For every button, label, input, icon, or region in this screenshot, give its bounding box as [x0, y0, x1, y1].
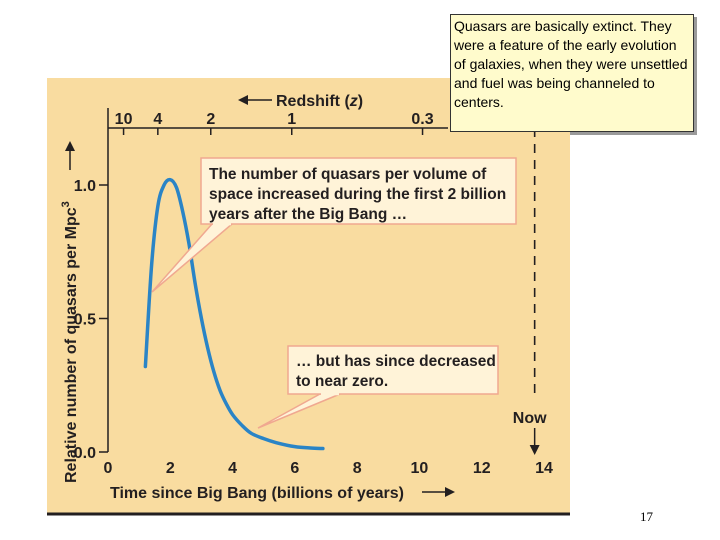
quasar-density-curve	[143, 177, 325, 451]
x-tick-label: 8	[353, 460, 362, 477]
top-tick-label: 2	[206, 111, 215, 128]
callout-box-1	[287, 345, 499, 395]
top-tick-label: 0.3	[411, 111, 433, 128]
page-number: 17	[640, 509, 653, 524]
callout-box-0	[200, 157, 517, 225]
y-tick-label: 1.0	[74, 178, 96, 195]
now-label: Now	[513, 410, 547, 427]
top-tick-label: 4	[153, 111, 162, 128]
callout-text-1: … but has since decreased to near zero.	[296, 353, 496, 390]
explanation-note: Quasars are basically extinct. They were…	[450, 14, 694, 132]
y-axis-label: Relative number of quasars per Mpc3	[60, 201, 80, 483]
now-arrow-head	[529, 445, 540, 455]
top-axis-label: Redshift (z)	[276, 93, 363, 110]
x-tick-label: 6	[290, 460, 299, 477]
y-tick-label: 0.0	[74, 445, 96, 462]
top-tick-label: 1	[287, 111, 296, 128]
x-axis-arrow-head	[445, 487, 455, 497]
x-tick-label: 14	[535, 460, 553, 477]
callout-text-0: The number of quasars per volume of space…	[209, 166, 506, 223]
x-tick-label: 2	[166, 460, 175, 477]
y-tick-label: 0.5	[74, 312, 96, 329]
chart-background	[47, 78, 570, 515]
x-tick-label: 0	[104, 460, 113, 477]
x-tick-label: 12	[473, 460, 491, 477]
y-axis-arrow-head	[65, 141, 75, 151]
x-axis-label: Time since Big Bang (billions of years)	[110, 485, 404, 502]
top-axis-arrow-head	[238, 95, 248, 105]
top-tick-label: 10	[115, 111, 133, 128]
x-tick-label: 4	[228, 460, 237, 477]
x-tick-label: 10	[411, 460, 429, 477]
